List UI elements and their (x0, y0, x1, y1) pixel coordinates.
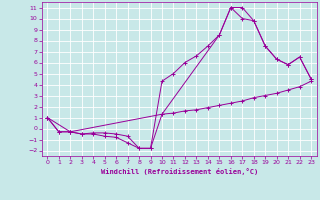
X-axis label: Windchill (Refroidissement éolien,°C): Windchill (Refroidissement éolien,°C) (100, 168, 258, 175)
